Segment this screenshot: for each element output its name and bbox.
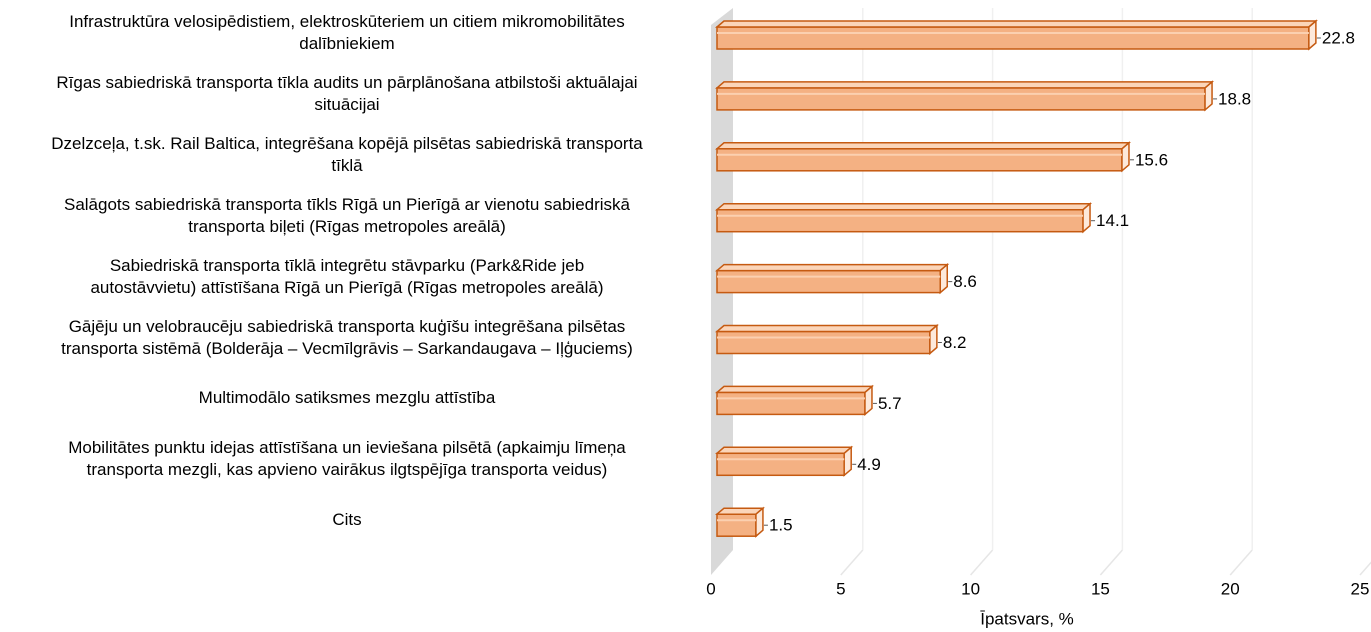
bar-side [864, 384, 873, 417]
y-tick-label: Multimodālo satiksmes mezglu attīstība [198, 388, 496, 408]
bar-side [939, 262, 949, 295]
bar-front [716, 269, 942, 294]
data-label: 8.6 [953, 272, 977, 291]
grid-line [1099, 549, 1123, 576]
bar [714, 384, 874, 417]
x-tick-label: 25 [1351, 579, 1370, 598]
bar-top [714, 20, 1318, 28]
data-label: 1.5 [769, 516, 793, 535]
y-tick-label: Mobilitātes punktu idejas attīstīšana un… [68, 438, 626, 480]
bar [714, 445, 854, 477]
y-tick-label: Salāgots sabiedriskā transporta tīkls Rī… [63, 194, 631, 236]
data-label: 15.6 [1135, 150, 1168, 169]
bar-top [714, 324, 939, 333]
y-tick-label: Dzelzceļa, t.sk. Rail Baltica, integrēša… [51, 133, 643, 175]
bar [714, 141, 1132, 173]
bar [714, 506, 765, 538]
y-tick-label: Infrastruktūra velosipēdistiem, elektros… [69, 12, 625, 53]
bar-side [1204, 80, 1213, 112]
bar-top [714, 446, 854, 455]
bar-front [716, 87, 1206, 111]
bar-front [716, 513, 757, 537]
grid-line [970, 549, 994, 576]
grid-line [1359, 561, 1371, 576]
bar [714, 19, 1318, 51]
data-label: 4.9 [857, 455, 881, 474]
bar-top [714, 81, 1215, 89]
bar-side [1082, 202, 1091, 234]
grid-line [1229, 549, 1253, 576]
bar-side [929, 323, 938, 356]
data-label: 22.8 [1322, 28, 1355, 47]
data-label: 14.1 [1096, 211, 1129, 230]
bar-front [716, 391, 866, 416]
data-label: 18.8 [1218, 89, 1251, 108]
bar [714, 262, 950, 295]
bar-top [714, 385, 874, 394]
bar-top [714, 142, 1132, 150]
bar-front [716, 330, 931, 355]
data-label: 5.7 [878, 394, 902, 413]
bar [714, 323, 939, 356]
bar-front [716, 26, 1310, 50]
bar [714, 202, 1093, 234]
grid-line [840, 549, 864, 576]
y-tick-label: Cits [332, 510, 362, 530]
bar-side [1121, 141, 1130, 173]
x-tick-label: 10 [961, 579, 980, 598]
bar-side [755, 506, 764, 538]
bar-top [714, 263, 950, 272]
bar-front [716, 148, 1123, 172]
y-tick-label: Gājēju un velobraucēju sabiedriskā trans… [61, 316, 633, 358]
bar-side [843, 445, 852, 477]
x-tick-label: 5 [836, 579, 845, 598]
data-label: 8.2 [943, 333, 967, 352]
x-axis-title: Īpatsvars, % [980, 609, 1074, 628]
x-tick-label: 20 [1221, 579, 1240, 598]
bar [714, 80, 1215, 112]
bar-top [714, 202, 1093, 211]
bar-front [716, 208, 1084, 233]
x-tick-label: 15 [1091, 579, 1110, 598]
y-tick-label: Rīgas sabiedriskā transporta tīkla audit… [56, 72, 638, 114]
x-tick-label: 0 [706, 579, 715, 598]
y-tick-label: Sabiedriskā transporta tīklā integrētu s… [90, 255, 604, 297]
bar-side [1308, 19, 1317, 51]
bar-front [716, 452, 845, 477]
